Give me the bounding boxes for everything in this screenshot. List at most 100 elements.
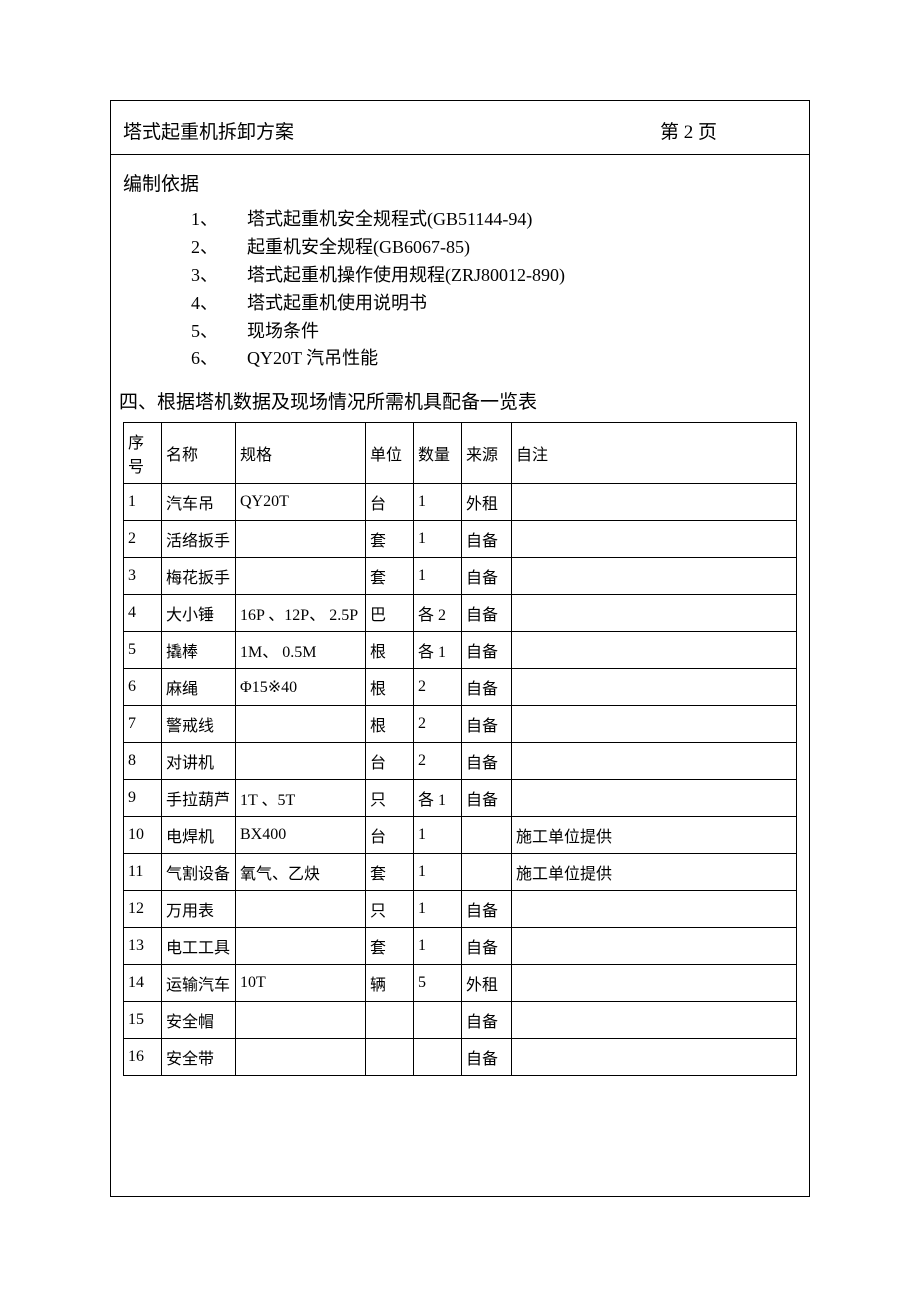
table-cell: 16P 、12P、 2.5P [236,595,366,632]
table-cell: 2 [414,669,462,706]
table-cell [512,1039,797,1076]
basis-item-text: QY20T 汽吊性能 [247,345,378,373]
equipment-section-heading: 四、根据塔机数据及现场情况所需机具配备一览表 [111,373,809,422]
table-cell [236,1002,366,1039]
table-cell [512,891,797,928]
table-cell: Φ15※40 [236,669,366,706]
table-row: 12万用表只1自备 [124,891,797,928]
table-cell: 大小锤 [162,595,236,632]
table-cell: 6 [124,669,162,706]
table-cell: 外租 [462,484,512,521]
table-row: 3梅花扳手套1自备 [124,558,797,595]
basis-item-number: 3、 [191,262,223,290]
table-cell: 台 [366,817,414,854]
basis-list: 1、塔式起重机安全规程式(GB51144-94)2、起重机安全规程(GB6067… [111,206,809,373]
table-cell [414,1002,462,1039]
table-cell: 警戒线 [162,706,236,743]
table-row: 7警戒线根2自备 [124,706,797,743]
table-cell [512,632,797,669]
table-row: 16安全带自备 [124,1039,797,1076]
table-cell [366,1002,414,1039]
table-cell: 对讲机 [162,743,236,780]
table-row: 8对讲机台2自备 [124,743,797,780]
table-cell: 4 [124,595,162,632]
table-body: 1汽车吊QY20T台1外租2活络扳手套1自备3梅花扳手套1自备4大小锤16P 、… [124,484,797,1076]
table-cell: 自备 [462,521,512,558]
table-cell: 套 [366,928,414,965]
basis-item-text: 塔式起重机使用说明书 [247,290,427,318]
table-cell: 气割设备 [162,854,236,891]
table-cell: QY20T [236,484,366,521]
table-cell: 1 [414,817,462,854]
basis-item-number: 1、 [191,206,223,234]
table-cell [512,928,797,965]
basis-item: 2、起重机安全规程(GB6067-85) [191,234,809,262]
table-cell: 10T [236,965,366,1002]
table-row: 13电工工具套1自备 [124,928,797,965]
table-cell: 只 [366,780,414,817]
table-cell: 1 [414,928,462,965]
table-cell: 自备 [462,558,512,595]
table-cell: 辆 [366,965,414,1002]
table-cell [512,706,797,743]
table-cell: 1 [414,558,462,595]
table-cell: 台 [366,743,414,780]
table-cell: 汽车吊 [162,484,236,521]
table-cell [512,780,797,817]
table-cell [236,521,366,558]
table-column-header: 数量 [414,423,462,484]
equipment-table: 序号名称规格单位数量来源自注 1汽车吊QY20T台1外租2活络扳手套1自备3梅花… [123,422,797,1076]
table-cell [236,928,366,965]
table-row: 9手拉葫芦1T 、5T只各 1自备 [124,780,797,817]
document-title: 塔式起重机拆卸方案 [123,117,294,144]
basis-item-number: 2、 [191,234,223,262]
basis-item-number: 6、 [191,345,223,373]
basis-item: 1、塔式起重机安全规程式(GB51144-94) [191,206,809,234]
table-cell: 1T 、5T [236,780,366,817]
table-row: 6麻绳Φ15※40根2自备 [124,669,797,706]
table-cell [512,595,797,632]
table-cell [512,521,797,558]
table-cell: 7 [124,706,162,743]
table-cell: 自备 [462,1002,512,1039]
table-cell: 10 [124,817,162,854]
table-cell: 根 [366,706,414,743]
table-cell: 2 [414,743,462,780]
table-cell [462,854,512,891]
table-cell: 梅花扳手 [162,558,236,595]
table-cell: 1 [414,891,462,928]
table-cell: 各 2 [414,595,462,632]
table-row: 1汽车吊QY20T台1外租 [124,484,797,521]
table-row: 11气割设备氧气、乙炔套1施工单位提供 [124,854,797,891]
table-cell: 自备 [462,891,512,928]
basis-item-text: 现场条件 [247,318,319,346]
table-cell: BX400 [236,817,366,854]
table-cell: 撬棒 [162,632,236,669]
table-cell: 套 [366,521,414,558]
table-cell: 自备 [462,780,512,817]
basis-section-title: 编制依据 [111,155,809,206]
table-cell: 1 [414,484,462,521]
table-column-header: 规格 [236,423,366,484]
table-cell: 9 [124,780,162,817]
table-cell [512,965,797,1002]
table-cell: 15 [124,1002,162,1039]
table-cell [366,1039,414,1076]
basis-item: 6、 QY20T 汽吊性能 [191,345,809,373]
table-cell [236,743,366,780]
table-cell: 外租 [462,965,512,1002]
table-cell: 5 [414,965,462,1002]
table-cell: 根 [366,669,414,706]
table-cell: 1 [414,521,462,558]
table-cell: 13 [124,928,162,965]
table-header: 序号名称规格单位数量来源自注 [124,423,797,484]
table-cell: 运输汽车 [162,965,236,1002]
table-cell: 16 [124,1039,162,1076]
table-cell: 各 1 [414,632,462,669]
basis-item: 5、现场条件 [191,318,809,346]
table-cell: 施工单位提供 [512,817,797,854]
table-column-header: 来源 [462,423,512,484]
table-cell [236,1039,366,1076]
table-cell: 电工工具 [162,928,236,965]
table-cell: 2 [414,706,462,743]
